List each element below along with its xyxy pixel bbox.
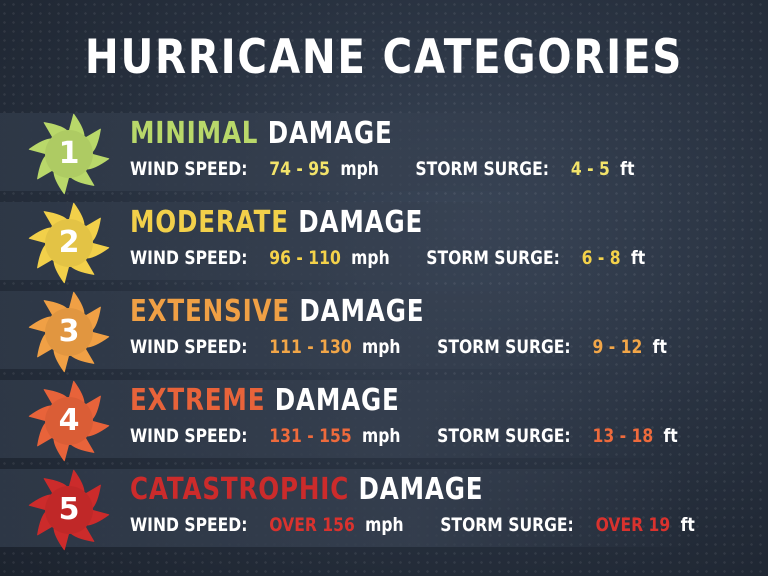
- category-stats: WIND SPEED: 131 - 155 mph STORM SURGE: 1…: [130, 425, 678, 447]
- damage-word: DAMAGE: [267, 116, 393, 151]
- row-band: [0, 202, 620, 280]
- damage-level: MINIMAL: [130, 116, 259, 151]
- damage-level: CATASTROPHIC: [130, 472, 350, 507]
- category-row: 2 MODERATE DAMAGE WIND SPEED: 96 - 110 m…: [0, 199, 768, 287]
- damage-level: EXTENSIVE: [130, 294, 291, 329]
- wind-speed-value: 96 - 110: [269, 247, 341, 269]
- row-band: [0, 291, 640, 369]
- category-row: 3 EXTENSIVE DAMAGE WIND SPEED: 111 - 130…: [0, 288, 768, 376]
- page-title: HURRICANE CATEGORIES: [84, 30, 684, 85]
- category-row: 5 CATASTROPHIC DAMAGE WIND SPEED: OVER 1…: [0, 466, 768, 554]
- wind-speed-unit: mph: [362, 425, 401, 447]
- hurricane-icon: 2: [28, 202, 110, 284]
- hurricane-icon: 3: [28, 291, 110, 373]
- storm-surge-value: 13 - 18: [592, 425, 654, 447]
- wind-speed-value: 111 - 130: [269, 336, 352, 358]
- damage-level: MODERATE: [130, 205, 289, 240]
- row-band: [0, 380, 660, 458]
- storm-surge-label: STORM SURGE:: [440, 514, 574, 536]
- wind-speed-value: 74 - 95: [269, 158, 330, 180]
- storm-surge-unit: ft: [620, 158, 635, 180]
- hurricane-icon: 5: [28, 469, 110, 551]
- category-row: 4 EXTREME DAMAGE WIND SPEED: 131 - 155 m…: [0, 377, 768, 465]
- storm-surge-unit: ft: [680, 514, 695, 536]
- damage-word: DAMAGE: [298, 205, 424, 240]
- storm-surge-unit: ft: [663, 425, 678, 447]
- category-stats: WIND SPEED: 74 - 95 mph STORM SURGE: 4 -…: [130, 158, 634, 180]
- row-band: [0, 469, 690, 547]
- category-headline: MINIMAL DAMAGE: [130, 116, 393, 151]
- wind-speed-unit: mph: [365, 514, 404, 536]
- storm-surge-value: 9 - 12: [592, 336, 643, 358]
- category-headline: CATASTROPHIC DAMAGE: [130, 472, 483, 507]
- wind-speed-value: 131 - 155: [269, 425, 352, 447]
- category-headline: MODERATE DAMAGE: [130, 205, 423, 240]
- wind-speed-unit: mph: [351, 247, 390, 269]
- wind-speed-label: WIND SPEED:: [130, 158, 248, 180]
- category-headline: EXTENSIVE DAMAGE: [130, 294, 424, 329]
- category-row: 1 MINIMAL DAMAGE WIND SPEED: 74 - 95 mph…: [0, 110, 768, 198]
- category-stats: WIND SPEED: 96 - 110 mph STORM SURGE: 6 …: [130, 247, 645, 269]
- storm-surge-label: STORM SURGE:: [437, 425, 571, 447]
- wind-speed-label: WIND SPEED:: [130, 425, 248, 447]
- damage-word: DAMAGE: [358, 472, 484, 507]
- row-band: [0, 113, 600, 191]
- storm-surge-value: 4 - 5: [570, 158, 610, 180]
- damage-word: DAMAGE: [299, 294, 425, 329]
- wind-speed-unit: mph: [362, 336, 401, 358]
- category-stats: WIND SPEED: 111 - 130 mph STORM SURGE: 9…: [130, 336, 667, 358]
- storm-surge-value: OVER 19: [595, 514, 671, 536]
- category-headline: EXTREME DAMAGE: [130, 383, 400, 418]
- category-number: 4: [58, 403, 80, 438]
- wind-speed-value: OVER 156: [269, 514, 355, 536]
- storm-surge-unit: ft: [631, 247, 646, 269]
- category-number: 1: [58, 136, 80, 171]
- category-number: 3: [58, 314, 80, 349]
- storm-surge-value: 6 - 8: [581, 247, 621, 269]
- wind-speed-label: WIND SPEED:: [130, 514, 248, 536]
- storm-surge-label: STORM SURGE:: [437, 336, 571, 358]
- wind-speed-label: WIND SPEED:: [130, 336, 248, 358]
- storm-surge-label: STORM SURGE:: [415, 158, 549, 180]
- storm-surge-unit: ft: [652, 336, 667, 358]
- damage-word: DAMAGE: [274, 383, 400, 418]
- category-number: 2: [58, 225, 80, 260]
- hurricane-icon: 1: [28, 113, 110, 195]
- category-number: 5: [58, 492, 80, 527]
- storm-surge-label: STORM SURGE:: [426, 247, 560, 269]
- damage-level: EXTREME: [130, 383, 266, 418]
- wind-speed-label: WIND SPEED:: [130, 247, 248, 269]
- category-stats: WIND SPEED: OVER 156 mph STORM SURGE: OV…: [130, 514, 695, 536]
- wind-speed-unit: mph: [340, 158, 379, 180]
- hurricane-icon: 4: [28, 380, 110, 462]
